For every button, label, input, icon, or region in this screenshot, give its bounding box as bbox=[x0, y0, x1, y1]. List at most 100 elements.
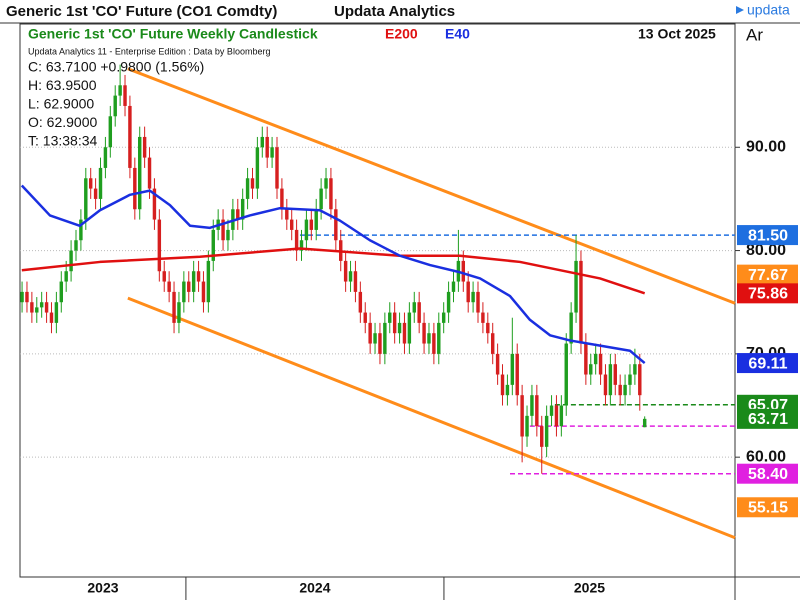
level-label: 69.11 bbox=[748, 355, 787, 372]
candle-body bbox=[569, 312, 573, 344]
candle-body bbox=[35, 307, 39, 313]
candle-body bbox=[564, 343, 568, 406]
candle-body bbox=[142, 136, 147, 158]
candle-body bbox=[525, 415, 529, 437]
candle-body bbox=[334, 209, 338, 241]
candle-body bbox=[481, 312, 485, 323]
candle-body bbox=[113, 95, 117, 117]
candle-body bbox=[30, 302, 34, 313]
candle-body bbox=[196, 271, 201, 282]
candle-body bbox=[603, 374, 608, 396]
candle-body bbox=[74, 240, 78, 251]
candle-body bbox=[191, 271, 196, 292]
candle-body bbox=[275, 147, 279, 189]
level-box bbox=[737, 264, 798, 285]
candle-body bbox=[495, 353, 500, 375]
candle-body bbox=[441, 312, 446, 323]
info-line: C: 63.7100 +0.9800 (1.56%) bbox=[28, 59, 204, 75]
channel-line bbox=[127, 296, 736, 540]
candle-body bbox=[64, 271, 68, 282]
candle-body bbox=[584, 343, 588, 375]
x-tick-label: 2023 bbox=[87, 580, 118, 596]
candle-body bbox=[451, 281, 456, 292]
candle-body bbox=[177, 302, 181, 323]
axis-title: Ar bbox=[746, 25, 763, 44]
candle-body bbox=[236, 209, 240, 220]
level-label: 75.86 bbox=[748, 286, 788, 303]
candle-body bbox=[437, 322, 441, 354]
candle-body bbox=[628, 374, 632, 385]
level-box bbox=[737, 283, 798, 304]
candle-body bbox=[363, 312, 367, 323]
candle-body bbox=[642, 418, 647, 428]
candle-body bbox=[476, 291, 480, 313]
source-note: Updata Analytics 11 - Enterprise Edition… bbox=[28, 46, 270, 56]
info-line: O: 62.9000 bbox=[28, 114, 97, 130]
candle-body bbox=[388, 312, 392, 323]
candle-body bbox=[211, 229, 215, 261]
candle-body bbox=[25, 291, 29, 303]
candle-body bbox=[368, 322, 372, 344]
logo-icon bbox=[736, 6, 744, 14]
level-label: 63.71 bbox=[748, 411, 788, 428]
candle-body bbox=[44, 302, 49, 313]
candle-body bbox=[84, 178, 88, 220]
candle-body bbox=[540, 426, 544, 447]
candle-body bbox=[579, 260, 583, 344]
candle-body bbox=[280, 188, 284, 210]
level-label: 58.40 bbox=[748, 466, 788, 483]
y-tick-label: 60.00 bbox=[746, 448, 786, 465]
candle-body bbox=[265, 136, 269, 158]
candle-body bbox=[123, 85, 127, 106]
chart-title: Generic 1st 'CO' Future Weekly Candlesti… bbox=[28, 26, 318, 42]
candle-body bbox=[505, 384, 510, 396]
candle-body bbox=[574, 260, 578, 313]
y-tick-label: 80.00 bbox=[746, 242, 786, 259]
candle-body bbox=[392, 312, 397, 334]
candle-body bbox=[319, 188, 323, 210]
candle-body bbox=[206, 260, 211, 303]
candle-body bbox=[226, 229, 230, 241]
candle-body bbox=[397, 322, 402, 334]
candle-body bbox=[172, 291, 176, 323]
candle-body bbox=[633, 364, 637, 375]
candle-body bbox=[49, 312, 54, 323]
candle-body bbox=[103, 147, 108, 168]
candle-body bbox=[250, 178, 255, 189]
candle-body bbox=[289, 219, 294, 230]
candle-body bbox=[510, 353, 515, 385]
candle-body bbox=[520, 395, 524, 437]
candle-body bbox=[471, 291, 475, 303]
candle-body bbox=[88, 178, 93, 189]
candle-body bbox=[407, 312, 412, 344]
header-vendor: Updata Analytics bbox=[334, 3, 455, 20]
candle-body bbox=[108, 116, 113, 148]
level-box bbox=[737, 497, 798, 518]
candle-body bbox=[461, 260, 466, 282]
candle-body bbox=[329, 178, 333, 210]
candle-body bbox=[343, 260, 348, 282]
candle-body bbox=[98, 167, 103, 199]
candle-body bbox=[128, 105, 132, 168]
info-line: T: 13:38:34 bbox=[28, 133, 97, 149]
level-box bbox=[737, 353, 798, 374]
candle-body bbox=[299, 240, 304, 251]
candle-body bbox=[348, 271, 353, 282]
candle-body bbox=[182, 281, 186, 303]
candle-body bbox=[324, 178, 328, 189]
level-label: 81.50 bbox=[748, 227, 788, 244]
level-box bbox=[737, 408, 798, 429]
candle-body bbox=[358, 291, 363, 313]
candle-body bbox=[466, 281, 470, 303]
candle-body bbox=[618, 384, 622, 396]
candle-body bbox=[412, 302, 416, 313]
level-box bbox=[737, 463, 798, 484]
candle-body bbox=[530, 395, 534, 416]
candle-body bbox=[446, 291, 451, 313]
candle-body bbox=[554, 405, 559, 427]
header-title: Generic 1st 'CO' Future (CO1 Comdty) bbox=[6, 3, 277, 20]
candle-body bbox=[417, 302, 421, 323]
level-box bbox=[737, 225, 798, 246]
candle-body bbox=[589, 364, 593, 375]
